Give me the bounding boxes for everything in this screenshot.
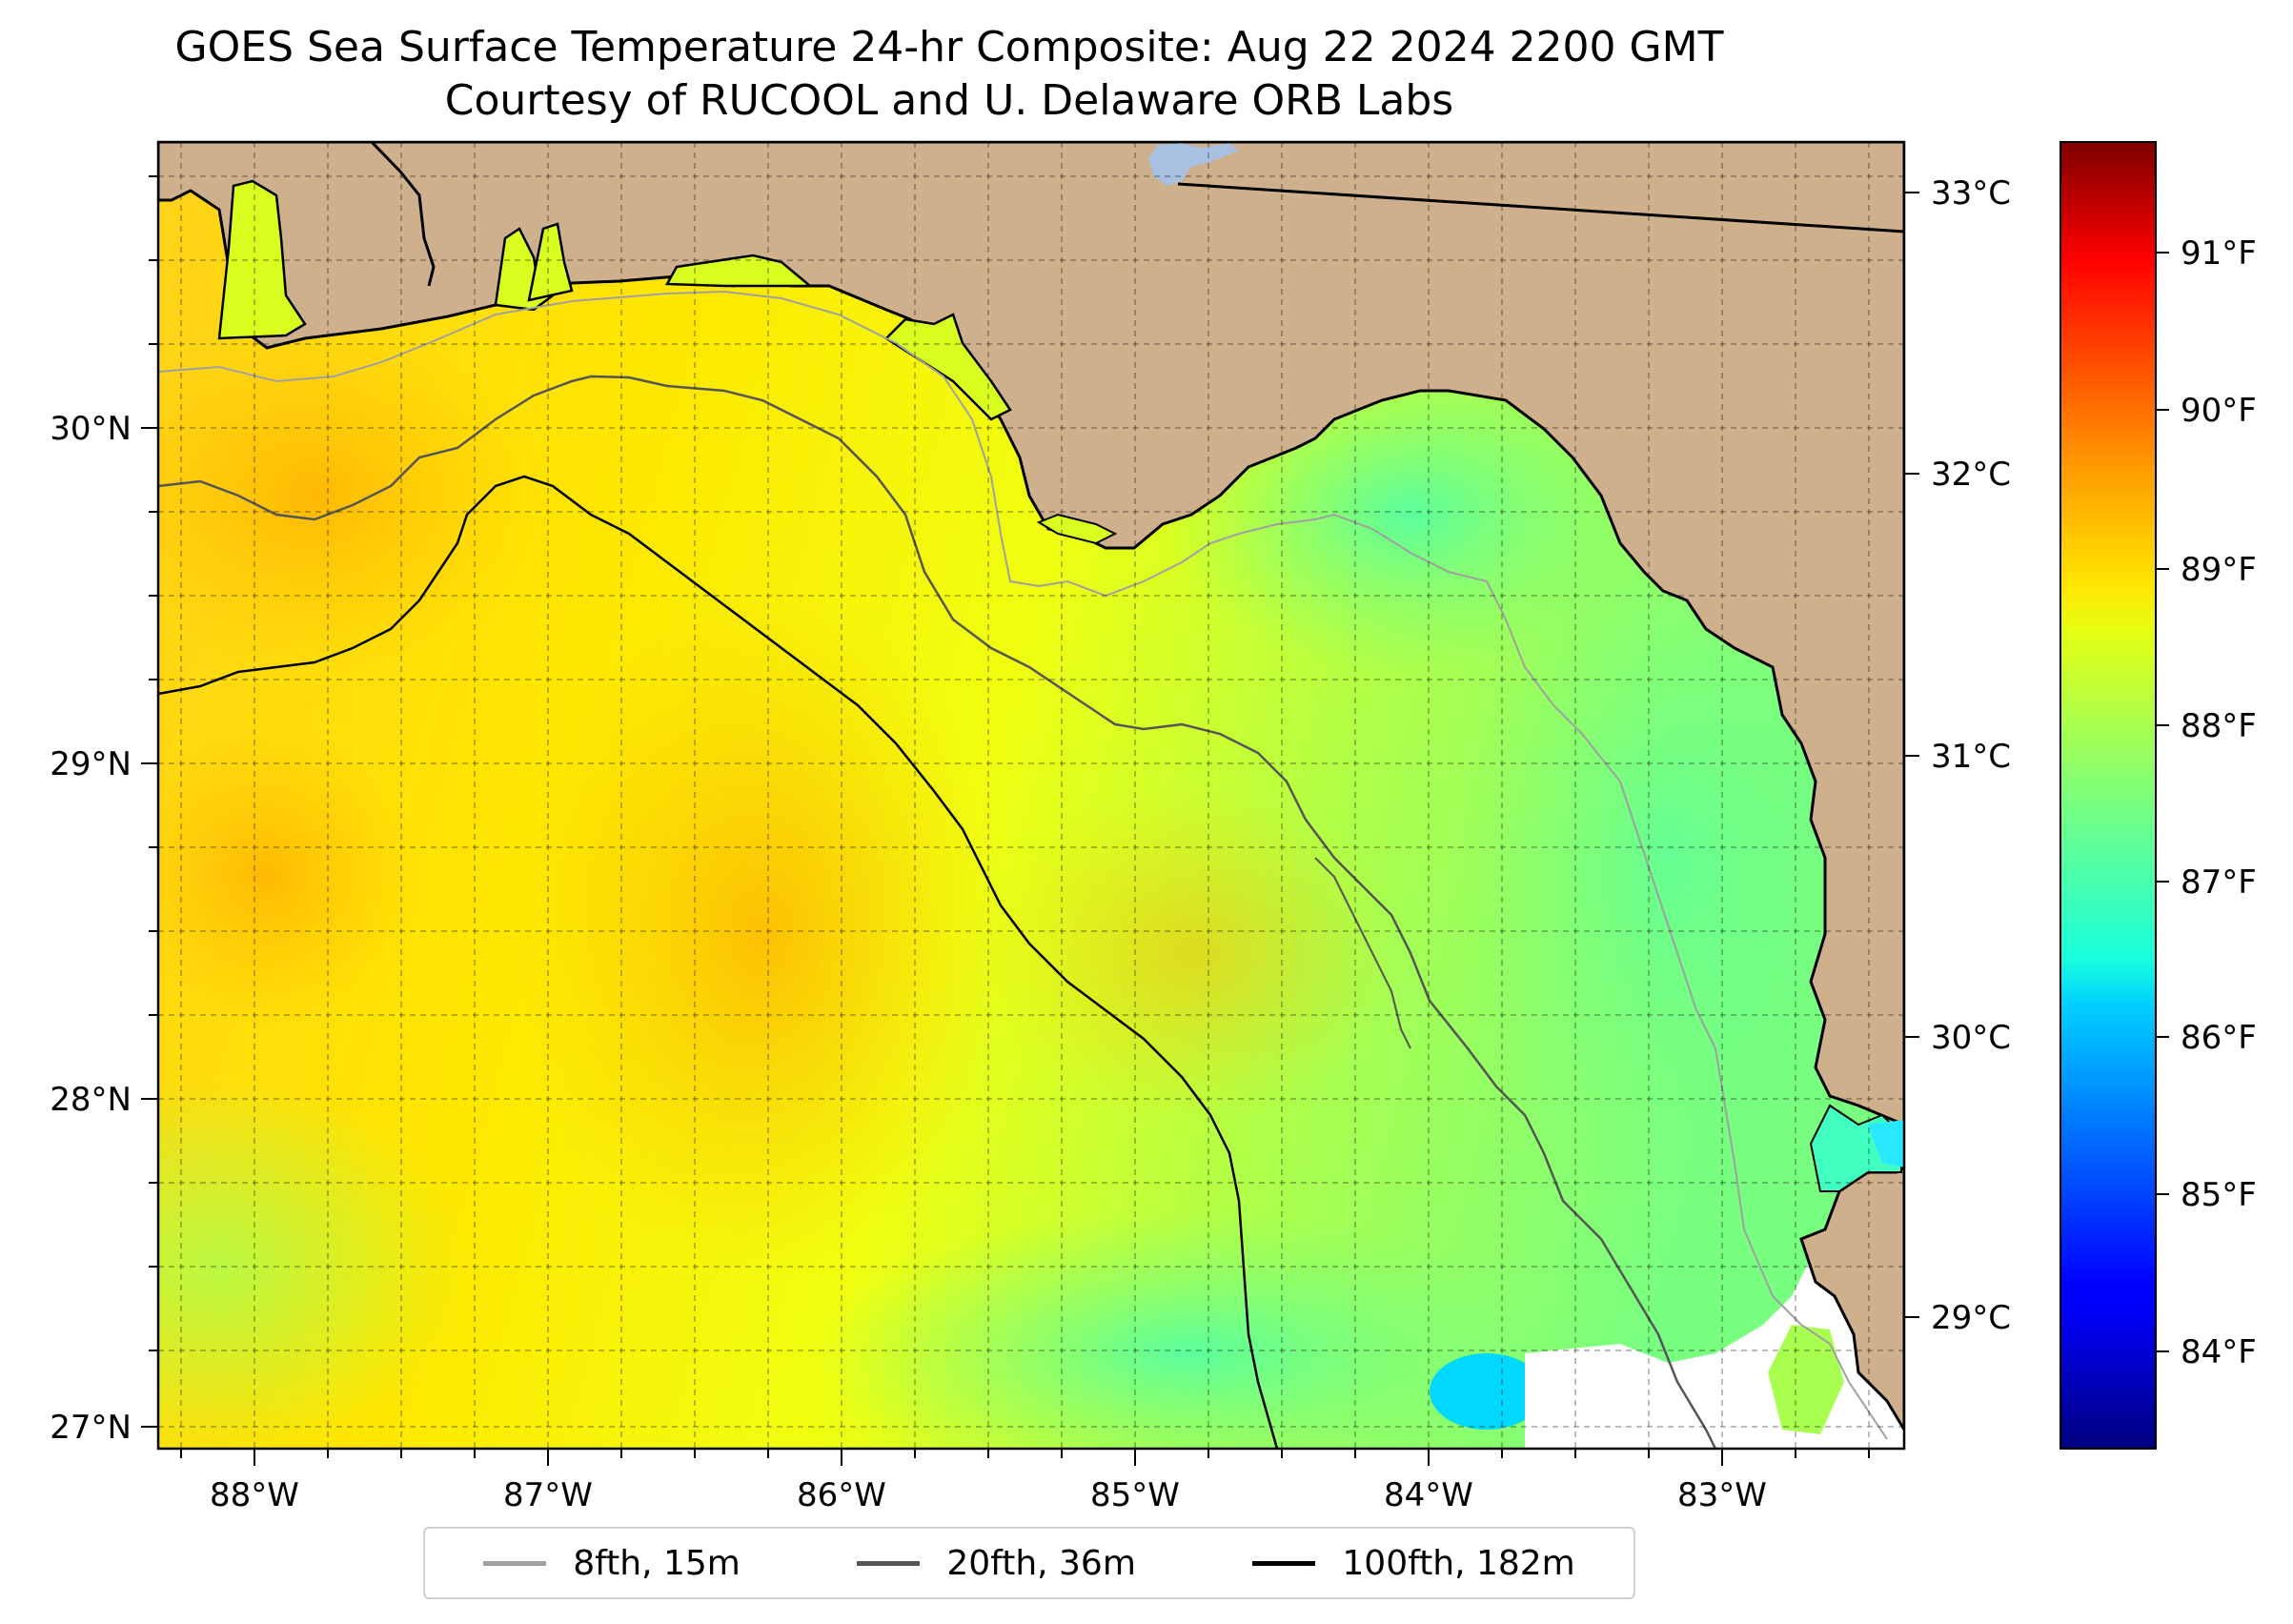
land-mass — [158, 142, 1904, 1432]
map-title: GOES Sea Surface Temperature 24-hr Compo… — [174, 23, 1724, 71]
lon-label: 83°W — [1677, 1476, 1767, 1514]
fahrenheit-label: 91°F — [2181, 234, 2257, 273]
mobile-bay — [217, 179, 307, 340]
isobath-legend: 8fth, 15m 20fth, 36m 100fth, 182m — [423, 1527, 1635, 1599]
legend-line-swatch — [1252, 1560, 1316, 1566]
celsius-label: 29°C — [1931, 1299, 2011, 1337]
fahrenheit-label: 84°F — [2181, 1333, 2257, 1371]
map-frame — [156, 140, 1906, 1451]
colorbar — [2060, 141, 2157, 1450]
celsius-label: 33°C — [1931, 174, 2011, 213]
tampa-bay-upper — [1868, 1120, 1904, 1167]
isobath-15m — [158, 290, 1888, 1440]
green-patch — [158, 1077, 467, 1449]
fahrenheit-label: 85°F — [2181, 1176, 2257, 1214]
warm-patch — [158, 724, 419, 1029]
lat-label: 29°N — [50, 745, 132, 783]
isobath-36m — [1314, 857, 1411, 1049]
lon-label: 86°W — [797, 1476, 886, 1514]
isobath-36m — [158, 375, 1717, 1449]
legend-label: 100fth, 182m — [1342, 1543, 1575, 1583]
warm-patch — [515, 591, 1010, 1277]
lon-ticks — [180, 1449, 1870, 1466]
celsius-label: 30°C — [1931, 1019, 2011, 1057]
map-area — [158, 142, 1904, 1449]
fahrenheit-label: 89°F — [2181, 551, 2257, 589]
cool-patch — [1458, 496, 1877, 1220]
lake-seminole — [1148, 143, 1239, 186]
state-border — [370, 142, 436, 287]
lon-label: 84°W — [1384, 1476, 1473, 1514]
celsius-label: 32°C — [1931, 456, 2011, 494]
fahrenheit-label: 86°F — [2181, 1019, 2257, 1057]
legend-item-182m: 100fth, 182m — [1252, 1543, 1575, 1583]
legend-item-36m: 20fth, 36m — [857, 1544, 1136, 1583]
fahrenheit-label: 90°F — [2181, 392, 2257, 430]
legend-label: 20fth, 36m — [946, 1543, 1136, 1583]
st-andrew-bay — [884, 313, 1012, 421]
gridlines — [158, 142, 1904, 1449]
lat-label: 30°N — [50, 410, 132, 448]
warm-patch — [158, 315, 543, 677]
fahrenheit-label: 87°F — [2181, 863, 2257, 902]
apalachicola-bay — [1036, 513, 1118, 545]
legend-line-swatch — [857, 1560, 921, 1566]
lon-label: 88°W — [210, 1476, 299, 1514]
choctawhatchee-bay — [664, 254, 814, 288]
isobath-182m — [158, 475, 1279, 1449]
cold-patch — [1430, 1353, 1544, 1430]
legend-label: 8fth, 15m — [573, 1543, 741, 1583]
map-subtitle: Courtesy of RUCOOL and U. Delaware ORB L… — [444, 76, 1454, 125]
warm-patch — [982, 782, 1401, 1125]
celsius-label: 31°C — [1931, 738, 2011, 776]
fahrenheit-ticks — [2156, 252, 2169, 1352]
state-border — [1177, 182, 1904, 233]
cool-patch — [810, 1210, 1573, 1449]
sst-field — [1768, 1325, 1844, 1434]
lat-label: 28°N — [50, 1081, 132, 1119]
legend-item-15m: 8fth, 15m — [483, 1544, 741, 1583]
lat-label: 27°N — [50, 1409, 132, 1447]
lon-label: 85°W — [1090, 1476, 1180, 1514]
lon-label: 87°W — [503, 1476, 593, 1514]
fahrenheit-label: 88°F — [2181, 707, 2257, 745]
bay-inlet — [527, 222, 574, 302]
lat-ticks — [141, 175, 158, 1428]
legend-line-swatch — [483, 1560, 547, 1566]
celsius-ticks — [1904, 192, 1919, 1318]
